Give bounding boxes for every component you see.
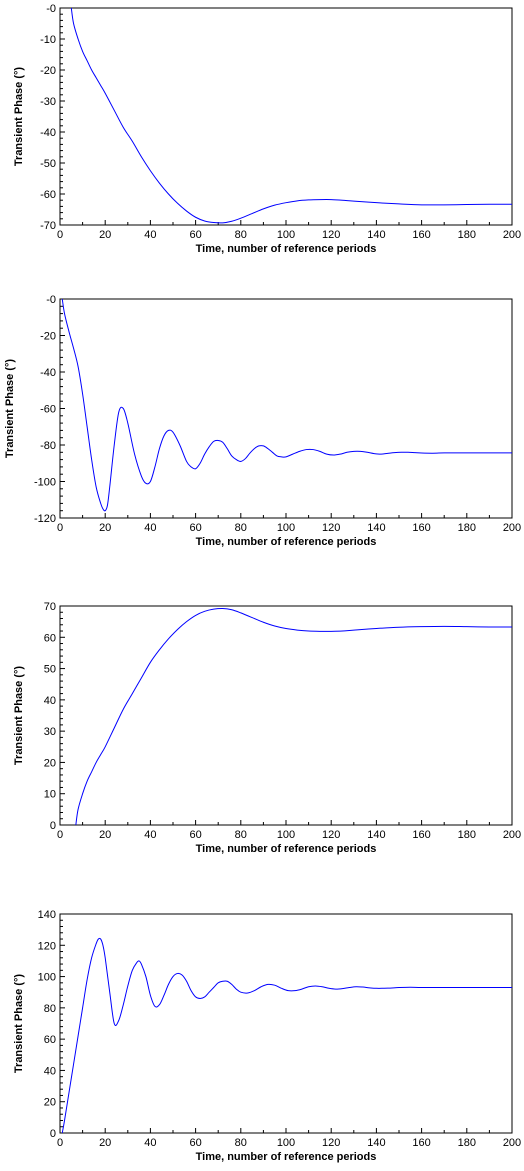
x-tick-label: 80 (235, 522, 247, 534)
y-tick-label: -30 (40, 96, 56, 108)
chart-panel-1: 0 20 40 60 80 100 120 140 160 180 200 -70 -60 -50 -40 -… (13, 3, 521, 255)
x-tick-label: 160 (412, 229, 430, 241)
y-tick-label: 70 (44, 601, 56, 613)
series-line-1 (75, 607, 512, 825)
y-tick-label: -120 (34, 513, 56, 525)
x-tick-label: 140 (367, 229, 385, 241)
x-tick-label: 120 (322, 522, 340, 534)
x-tick-label: 120 (322, 1137, 340, 1149)
x-tick-label: 180 (458, 1137, 476, 1149)
y-tick-label: 40 (44, 695, 56, 707)
y-tick-label: -40 (40, 127, 56, 139)
x-tick-label: 40 (144, 1137, 156, 1149)
y-tick-label: 140 (38, 909, 56, 921)
y-tick-label: -50 (40, 158, 56, 170)
x-tick-label: 100 (277, 229, 295, 241)
x-tick-label: 200 (503, 229, 521, 241)
x-tick-label: 0 (57, 522, 63, 534)
x-tick-label: 60 (189, 1137, 201, 1149)
x-tick-label: 100 (277, 1137, 295, 1149)
x-tick-label: 60 (189, 522, 201, 534)
y-tick-label: 10 (44, 789, 56, 801)
series-line-1 (61, 299, 512, 512)
x-tick-label: 60 (189, 229, 201, 241)
y-axis-label: Transient Phase (°) (13, 666, 25, 765)
plot-frame (59, 7, 513, 226)
y-tick-label: 40 (44, 1065, 56, 1077)
x-tick-label: 180 (458, 522, 476, 534)
y-tick-label: 0 (50, 820, 56, 832)
chart-panel-4: 0 20 40 60 80 100 120 140 160 180 200 0 20 40 60 80 100 1… (13, 909, 521, 1163)
x-tick-label: 0 (57, 829, 63, 841)
y-tick-label: -10 (40, 34, 56, 46)
plot-frame (59, 605, 513, 826)
x-tick-label: 40 (144, 229, 156, 241)
y-tick-label: 0 (50, 1128, 56, 1140)
x-axis-label: Time, number of reference periods (196, 536, 377, 548)
x-tick-label: 60 (189, 829, 201, 841)
y-tick-label: -70 (40, 220, 56, 232)
x-tick-label: 40 (144, 829, 156, 841)
x-tick-label: 20 (99, 229, 111, 241)
x-tick-label: 140 (367, 1137, 385, 1149)
x-tick-label: 120 (322, 829, 340, 841)
x-tick-label: 20 (99, 1137, 111, 1149)
chart-panel-2: 0 20 40 60 80 100 120 140 160 180 200 -120 -100 -80 -6… (4, 294, 521, 548)
y-axis-label: Transient Phase (°) (13, 974, 25, 1073)
x-axis-label: Time, number of reference periods (196, 843, 377, 855)
x-tick-label: 100 (277, 829, 295, 841)
y-axis-label: Transient Phase (°) (13, 67, 25, 166)
plot-frame (59, 298, 513, 519)
x-tick-label: 80 (235, 229, 247, 241)
x-tick-label: 160 (412, 829, 430, 841)
y-tick-label: 20 (44, 1097, 56, 1109)
x-tick-label: 160 (412, 1137, 430, 1149)
x-tick-label: 20 (99, 522, 111, 534)
x-tick-label: 140 (367, 522, 385, 534)
y-tick-label: -80 (40, 440, 56, 452)
y-tick-label: 50 (44, 664, 56, 676)
x-tick-label: 200 (503, 829, 521, 841)
x-tick-label: 40 (144, 522, 156, 534)
x-tick-label: 160 (412, 522, 430, 534)
x-tick-label: 200 (503, 522, 521, 534)
y-tick-label: 60 (44, 1034, 56, 1046)
y-tick-label: 120 (38, 940, 56, 952)
y-tick-label: 60 (44, 632, 56, 644)
y-tick-label: -60 (40, 404, 56, 416)
y-axis-label: Transient Phase (°) (4, 359, 16, 458)
x-tick-label: 0 (57, 229, 63, 241)
x-tick-label: 20 (99, 829, 111, 841)
x-axis-label: Time, number of reference periods (196, 1151, 377, 1163)
x-tick-label: 80 (235, 829, 247, 841)
series-line-1 (61, 937, 512, 1133)
x-tick-label: 140 (367, 829, 385, 841)
x-tick-label: 200 (503, 1137, 521, 1149)
y-tick-label: -0 (46, 3, 56, 15)
x-tick-label: 180 (458, 229, 476, 241)
x-tick-label: 80 (235, 1137, 247, 1149)
y-tick-label: -20 (40, 65, 56, 77)
x-tick-label: 0 (57, 1137, 63, 1149)
y-tick-label: 20 (44, 757, 56, 769)
y-tick-label: -40 (40, 367, 56, 379)
chart-panel-3: 0 20 40 60 80 100 120 140 160 180 200 0 10 20 30 40 50 60… (13, 601, 521, 855)
y-tick-label: -100 (34, 477, 56, 489)
x-tick-label: 180 (458, 829, 476, 841)
y-tick-label: -0 (46, 294, 56, 306)
y-tick-label: 80 (44, 1003, 56, 1015)
series-line-1 (70, 8, 512, 224)
plot-frame (59, 913, 513, 1134)
y-tick-label: 30 (44, 726, 56, 738)
y-tick-label: 100 (38, 972, 56, 984)
x-tick-label: 100 (277, 522, 295, 534)
x-axis-label: Time, number of reference periods (196, 243, 377, 255)
x-tick-label: 120 (322, 229, 340, 241)
y-tick-label: -20 (40, 331, 56, 343)
y-tick-label: -60 (40, 189, 56, 201)
